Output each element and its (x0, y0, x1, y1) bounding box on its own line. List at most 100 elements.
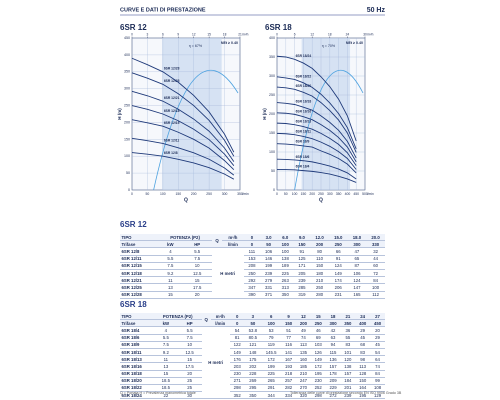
table-cell: 300 (325, 319, 341, 328)
table-cell: 6SR 12/8 (120, 247, 159, 256)
table-row: 6SR 18/6 5.5 7.5 81 80.5 79 77 74 69 63 55 45 29 (120, 334, 385, 342)
table-cell: 6SR 12/11 (120, 255, 159, 263)
table-cell: 60 (366, 262, 385, 270)
y-axis-label: H (m) (117, 108, 122, 120)
table-cell: 250 (310, 283, 329, 292)
x-tick-label: 50 (284, 192, 288, 196)
table-cell: 230 (229, 370, 245, 378)
table-cell: 239 (293, 276, 311, 285)
table-cell: 15 (182, 276, 212, 285)
table-cell: 50 (244, 319, 262, 328)
table-cell: 247 (296, 377, 311, 385)
table-row: 6SR 12/11 5.5 7.5 153 146 138 125 110 91 65 44 (120, 255, 385, 263)
table-cell: 390 (243, 291, 261, 299)
table-cell: 172 (310, 362, 326, 371)
table-cell: 45 (355, 334, 371, 342)
table-cell: 298 (310, 391, 326, 400)
table-cell: 252 (310, 384, 326, 393)
table-cell: Q (201, 313, 211, 328)
table-cell: 6SR 18/24 (120, 391, 154, 400)
table-cell: 136 (325, 355, 341, 364)
table-cell: 6 (261, 313, 282, 321)
table-cell: 250 (328, 240, 348, 249)
y-tick-label: 200 (124, 120, 130, 124)
table-cell: POTENZA (P2) (158, 234, 212, 242)
table-cell: 4 (158, 247, 183, 256)
table-cell: 126 (310, 348, 326, 357)
table-cell: 141 (281, 348, 296, 357)
table-title: 6SR 18 (120, 300, 147, 309)
table-cell: m³/h (222, 234, 244, 242)
table-cell: 74 (296, 334, 311, 342)
table-cell: 68 (355, 341, 371, 349)
table-cell: 4 (153, 326, 178, 335)
table-cell: 120 (340, 355, 356, 364)
x-tick-label: 300 (222, 192, 228, 196)
table-cell: kW (158, 240, 183, 249)
table-cell: 201 (340, 384, 356, 393)
curve-label: 6SR 12/8 (164, 151, 178, 155)
table-cell: 150 (281, 319, 296, 328)
table-cell: 13 (158, 283, 183, 292)
table-cell: m³/h (210, 313, 230, 321)
table-cell: 250 (243, 269, 261, 278)
table-cell: 138 (276, 255, 294, 263)
table-cell: 5.5 (153, 334, 178, 342)
table-cell: HP (177, 319, 202, 328)
y-tick-label: 400 (269, 36, 275, 40)
table-cell: 6SR 18/16 (120, 362, 154, 371)
curve-label: 6SR 18/24 (296, 54, 312, 58)
table-cell: 0 (243, 234, 261, 242)
y-tick-label: 100 (124, 154, 130, 158)
table-cell: 30 (177, 391, 202, 400)
table-cell: 64 (370, 355, 385, 364)
table-cell: 9.0 (293, 234, 311, 242)
table-cell: 176 (229, 355, 245, 364)
table-cell: 9.2 (153, 348, 178, 357)
x-tick-label: 50 (146, 192, 150, 196)
top-tick-label: 21 (238, 32, 242, 36)
x-tick-label: 200 (309, 192, 315, 196)
table-cell: 103 (310, 341, 326, 349)
table-cell: 6SR 18/6 (120, 334, 154, 342)
table-cell: 165 (347, 291, 367, 299)
table-cell: TIPO (120, 313, 154, 321)
table-cell: 7.5 (177, 334, 202, 342)
top-tick-label: 15 (207, 32, 211, 36)
pump-curve (131, 105, 235, 166)
table-cell: 115 (325, 348, 341, 357)
table-cell: 203 (229, 362, 245, 371)
y-tick-label: 0 (128, 188, 130, 192)
table-cell: 334 (281, 391, 296, 400)
x-tick-label: 150 (175, 192, 181, 196)
table-cell: 209 (325, 377, 341, 385)
table-cell: 11 (158, 276, 183, 285)
table-cell: 20 (370, 326, 385, 335)
x-tick-label: 0 (131, 192, 133, 196)
curve-label: 6SR 18/9 (296, 140, 310, 144)
table-cell: 6SR 18/13 (120, 355, 154, 364)
table-cell: 55 (340, 334, 356, 342)
table-row: 6SR 18/11 9.2 12.5 149 148 145.5 141 135 126 115 1… (120, 348, 385, 357)
table-cell: 51 (281, 326, 296, 335)
table-cell: 46 (310, 326, 326, 335)
x-unit: l/min (242, 192, 249, 196)
table-cell: 164 (355, 384, 371, 393)
table-cell: 91 (328, 255, 348, 263)
table-row: 6SR 18/16 13 17.5 203 202 199 193 185 172 157 138 1… (120, 362, 385, 371)
table-cell: 6.0 (276, 234, 294, 242)
curve-label: 6SR 18/18 (296, 99, 312, 103)
table-cell: 63 (325, 334, 341, 342)
table-cell: 150 (293, 240, 311, 249)
table-cell: 22 (153, 391, 178, 400)
table-cell: 6SR 18/20 (120, 377, 154, 385)
chart-title: 6SR 18 (265, 23, 292, 32)
table-cell: 202 (244, 362, 262, 371)
efficiency-label: η = 67% (189, 44, 203, 48)
table-cell: 5.5 (182, 247, 212, 256)
y-tick-label: 300 (124, 87, 130, 91)
table-cell: 300 (347, 240, 367, 249)
table-cell: 87 (347, 262, 367, 270)
pump-curve (131, 152, 235, 180)
